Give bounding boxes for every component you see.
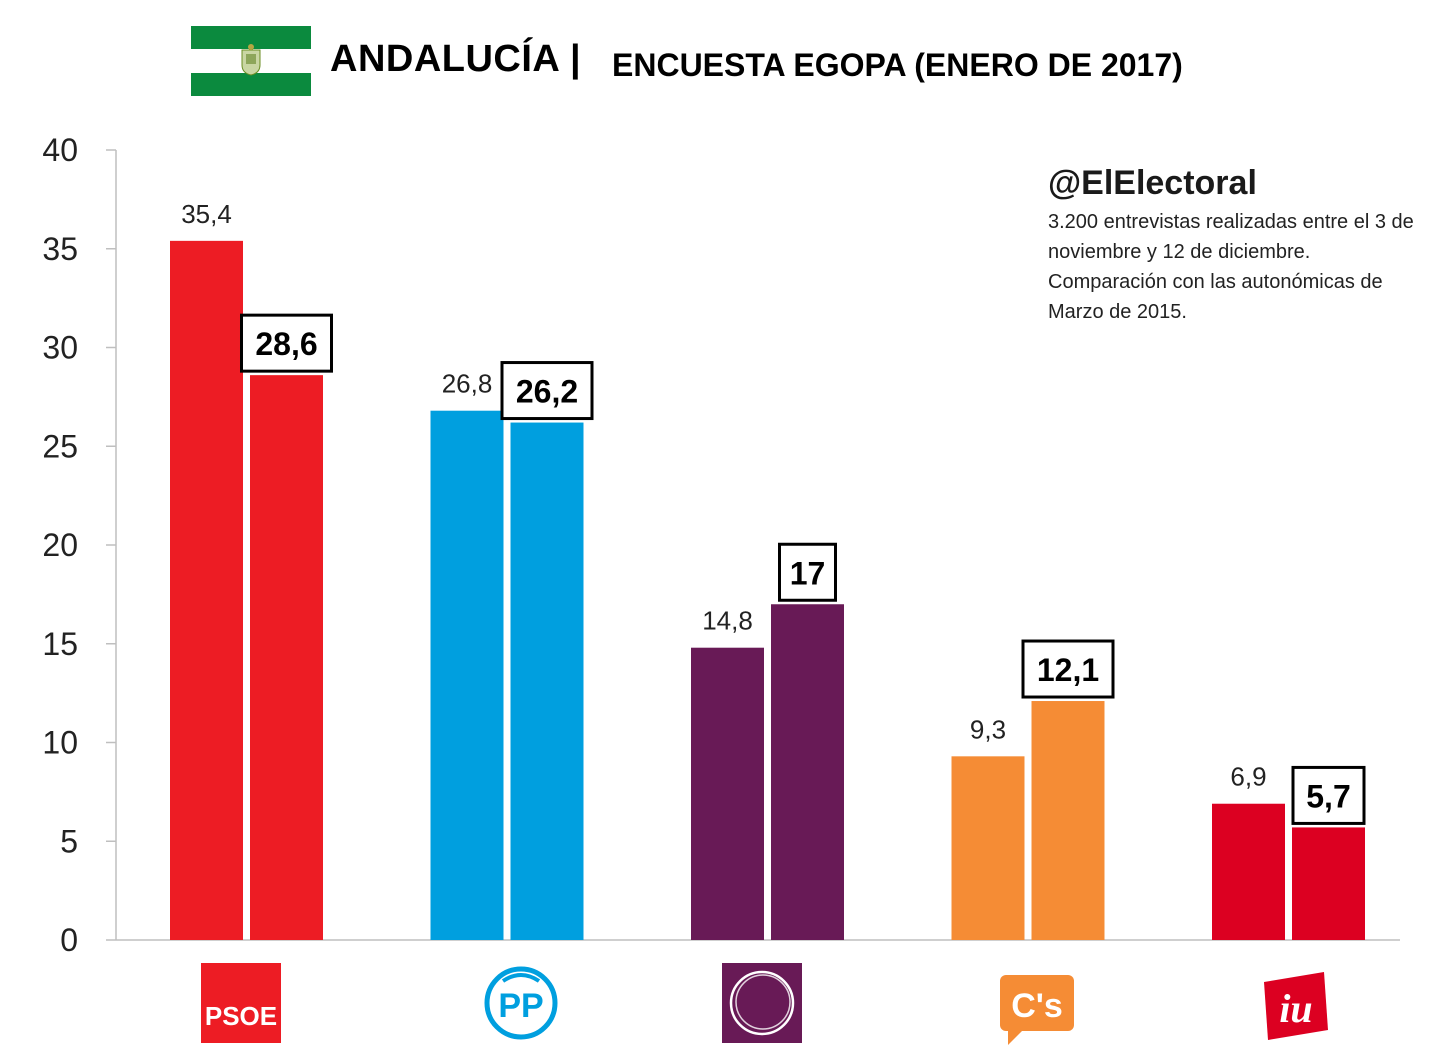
cs-logo-text: C's (1011, 987, 1063, 1025)
iu-logo-text: iu (1279, 986, 1312, 1031)
psoe-logo-text: PSOE (205, 1001, 277, 1031)
bar-series-2 (1292, 827, 1365, 940)
y-tick-label: 0 (60, 922, 78, 958)
bar-series-2 (1031, 701, 1105, 940)
bar-series-1 (1212, 803, 1285, 940)
bar-series-2 (510, 422, 584, 940)
y-tick-label: 5 (60, 823, 78, 859)
y-tick-label: 10 (42, 725, 78, 761)
data-label-series-2: 5,7 (1306, 778, 1350, 814)
data-label-series-2: 17 (790, 555, 826, 591)
bar-series-1 (170, 240, 243, 941)
source-handle: @ElElectoral (1048, 164, 1257, 202)
y-tick-label: 30 (42, 330, 78, 366)
data-label-box (1291, 765, 1366, 825)
bar-series-1 (951, 756, 1025, 940)
bar-series-2 (250, 375, 323, 940)
y-axis: 0 5 10 15 20 25 30 35 40 (42, 132, 1400, 958)
data-label-box (1021, 639, 1115, 699)
bar-series-2 (771, 604, 844, 940)
source-note: 3.200 entrevistas realizadas entre el 3 … (1048, 211, 1414, 323)
data-label-box (778, 542, 837, 602)
y-tick-label: 25 (42, 428, 78, 464)
data-label-series-1: 9,3 (970, 714, 1006, 744)
data-label-series-1: 6,9 (1230, 762, 1266, 792)
data-labels: 35,4 28,6 26,8 26,2 14,8 17 9,3 12,1 6,9 5,7 (181, 199, 1366, 825)
bars (170, 240, 1365, 941)
chart-header: ANDALUCÍA | ENCUESTA EGOPA (ENERO DE 201… (0, 0, 1444, 120)
pp-logo-icon: PP (484, 966, 558, 1040)
data-label-series-2: 28,6 (255, 326, 317, 362)
chart-subtitle: ENCUESTA EGOPA (ENERO DE 2017) (612, 47, 1183, 83)
y-tick-label: 20 (42, 527, 78, 563)
pp-logo-text: PP (498, 987, 543, 1025)
cs-logo-icon: C's (1000, 975, 1074, 1045)
bar-series-1 (691, 647, 764, 940)
chart-title: ANDALUCÍA | (330, 38, 582, 80)
podemos-logo-icon (722, 963, 802, 1043)
y-tick-label: 35 (42, 231, 78, 267)
y-tick-label: 15 (42, 626, 78, 662)
psoe-logo-icon: PSOE (201, 963, 281, 1043)
iu-logo-icon: iu (1264, 972, 1328, 1040)
data-label-series-1: 26,8 (442, 369, 493, 399)
data-label-series-1: 14,8 (702, 606, 753, 636)
data-label-series-1: 35,4 (181, 199, 232, 229)
data-label-box (500, 361, 594, 421)
andalusia-flag-icon (191, 26, 311, 96)
data-label-box (240, 313, 333, 373)
bar-series-1 (430, 410, 504, 940)
source-block: @ElElectoral 3.200 entrevistas realizada… (1048, 164, 1428, 327)
data-label-series-2: 12,1 (1037, 652, 1099, 688)
y-tick-label: 40 (42, 132, 78, 168)
party-logos: PSOE PP C's iu (201, 963, 1328, 1045)
data-label-series-2: 26,2 (516, 374, 578, 410)
